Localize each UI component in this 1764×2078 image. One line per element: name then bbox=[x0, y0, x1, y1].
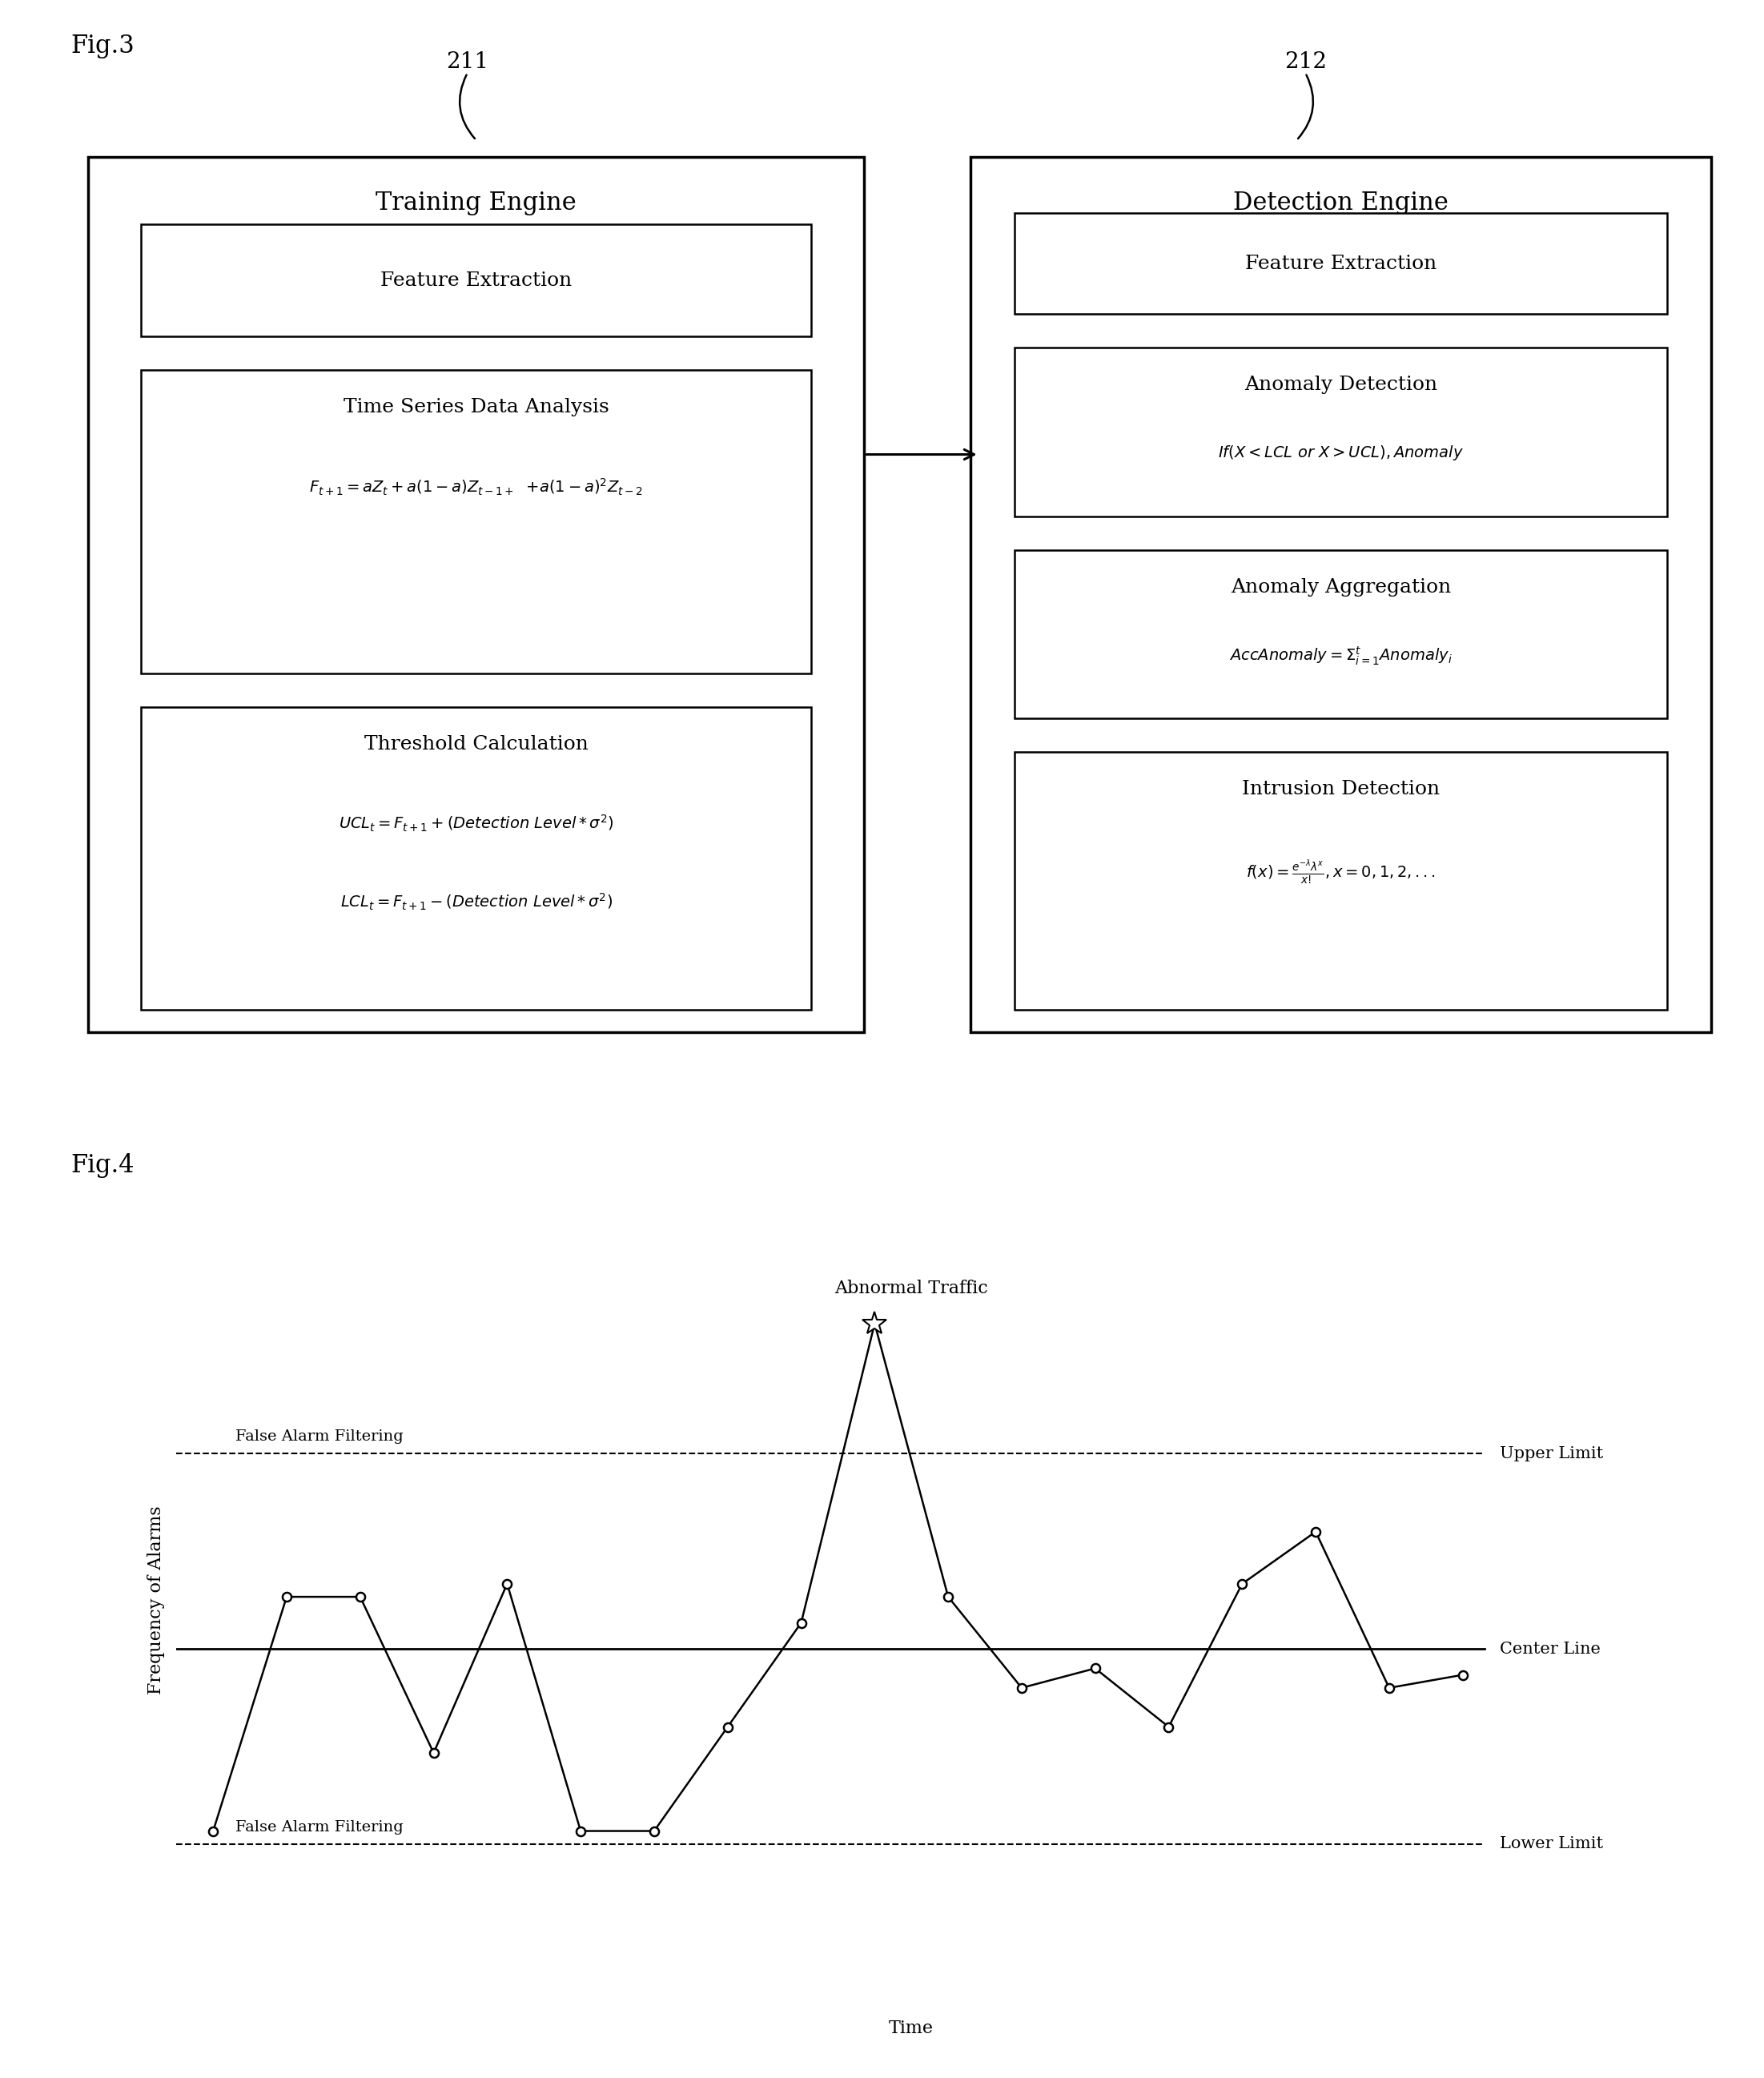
Text: 211: 211 bbox=[446, 52, 489, 73]
Text: $UCL_t=F_{t+1}+(Detection\ Level*\sigma^2)$: $UCL_t=F_{t+1}+(Detection\ Level*\sigma^… bbox=[339, 812, 614, 833]
FancyBboxPatch shape bbox=[1014, 347, 1667, 515]
Text: Time: Time bbox=[889, 2020, 933, 2036]
Text: $AccAnomaly=\Sigma_{i=1}^{t}Anomaly_i$: $AccAnomaly=\Sigma_{i=1}^{t}Anomaly_i$ bbox=[1230, 644, 1452, 667]
FancyBboxPatch shape bbox=[88, 158, 864, 1033]
Text: Abnormal Traffic: Abnormal Traffic bbox=[834, 1280, 988, 1297]
Text: Anomaly Detection: Anomaly Detection bbox=[1244, 376, 1438, 395]
Text: Fig.3: Fig.3 bbox=[71, 33, 134, 58]
Text: Feature Extraction: Feature Extraction bbox=[1245, 254, 1436, 272]
Text: $f(x)=\frac{e^{-\lambda}\lambda^x}{x!},x=0,1,2,...$: $f(x)=\frac{e^{-\lambda}\lambda^x}{x!},x… bbox=[1245, 858, 1436, 885]
Text: Training Engine: Training Engine bbox=[376, 191, 577, 216]
Text: Time Series Data Analysis: Time Series Data Analysis bbox=[344, 399, 609, 418]
Text: Center Line: Center Line bbox=[1499, 1642, 1600, 1656]
Text: 212: 212 bbox=[1284, 52, 1327, 73]
FancyBboxPatch shape bbox=[1014, 551, 1667, 719]
FancyBboxPatch shape bbox=[970, 158, 1711, 1033]
Text: False Alarm Filtering: False Alarm Filtering bbox=[235, 1430, 404, 1444]
FancyBboxPatch shape bbox=[1014, 214, 1667, 314]
Text: $LCL_t=F_{t+1}-(Detection\ Level*\sigma^2)$: $LCL_t=F_{t+1}-(Detection\ Level*\sigma^… bbox=[340, 891, 612, 912]
Text: Anomaly Aggregation: Anomaly Aggregation bbox=[1231, 578, 1450, 596]
Text: Detection Engine: Detection Engine bbox=[1233, 191, 1448, 216]
FancyBboxPatch shape bbox=[1014, 752, 1667, 1010]
FancyBboxPatch shape bbox=[141, 224, 811, 337]
FancyBboxPatch shape bbox=[141, 707, 811, 1010]
Text: Lower Limit: Lower Limit bbox=[1499, 1837, 1603, 1851]
Text: $If(X < LCL\ or\ X > UCL),Anomaly$: $If(X < LCL\ or\ X > UCL),Anomaly$ bbox=[1217, 443, 1464, 461]
Text: Fig.4: Fig.4 bbox=[71, 1153, 134, 1178]
Text: Threshold Calculation: Threshold Calculation bbox=[363, 736, 589, 754]
Text: False Alarm Filtering: False Alarm Filtering bbox=[235, 1820, 404, 1835]
Text: $F_{t+1}=aZ_t+a(1-a)Z_{t-1+}$  $+a(1-a)^2Z_{t-2}$: $F_{t+1}=aZ_t+a(1-a)Z_{t-1+}$ $+a(1-a)^2… bbox=[309, 476, 644, 497]
Text: Upper Limit: Upper Limit bbox=[1499, 1446, 1603, 1461]
FancyBboxPatch shape bbox=[141, 370, 811, 673]
Text: Feature Extraction: Feature Extraction bbox=[381, 272, 572, 289]
Text: Intrusion Detection: Intrusion Detection bbox=[1242, 779, 1439, 798]
Y-axis label: Frequency of Alarms: Frequency of Alarms bbox=[148, 1507, 166, 1694]
